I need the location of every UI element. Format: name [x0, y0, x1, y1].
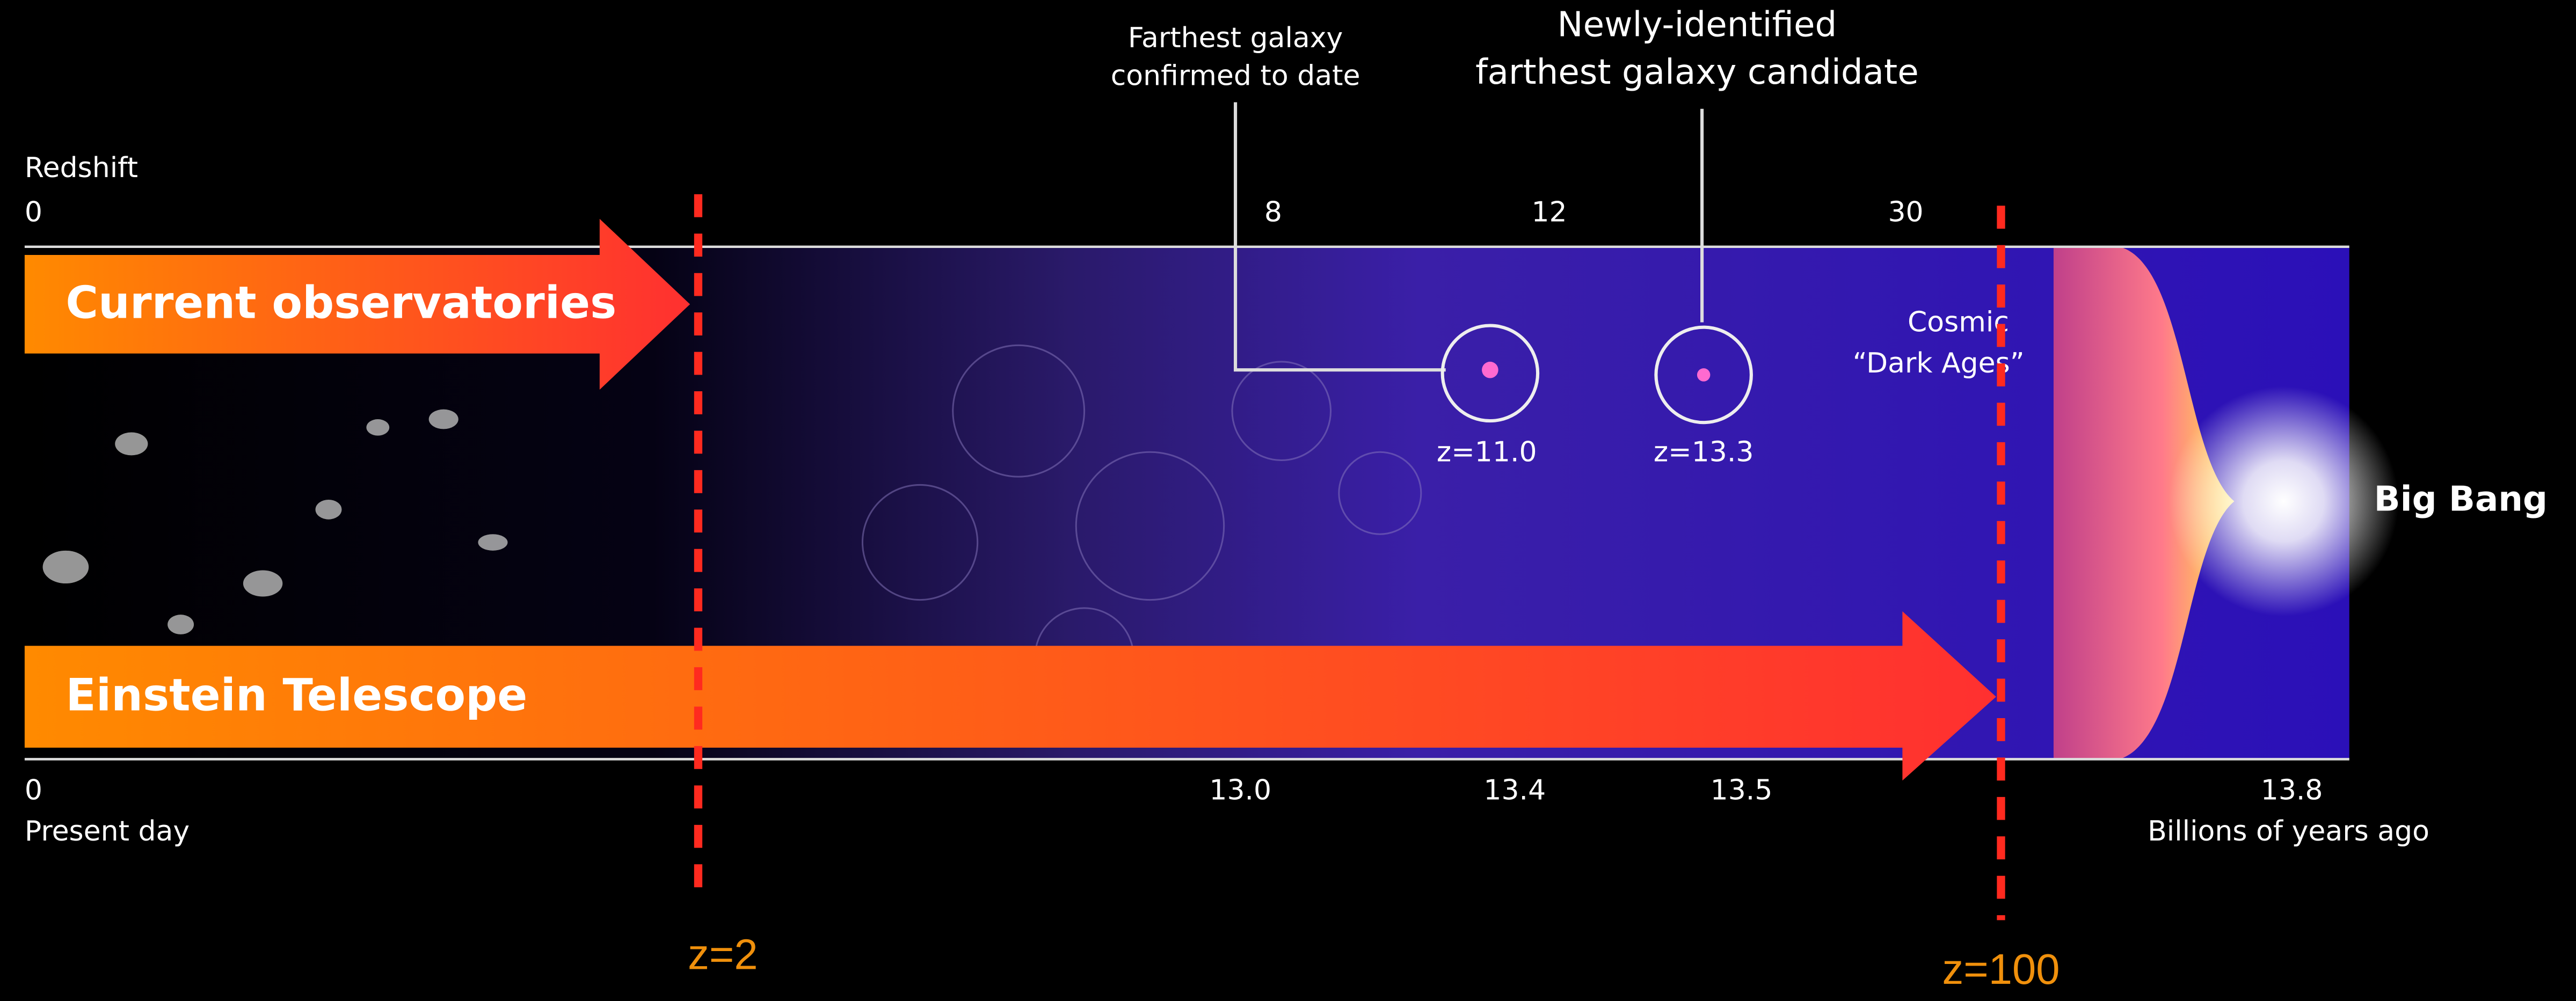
- redshift-tick: 0: [25, 196, 42, 229]
- redshift-tick: 8: [1264, 196, 1282, 229]
- marker-label: z=100: [1942, 945, 2060, 993]
- callout-line: Newly-identified: [1558, 4, 1837, 45]
- redshift-tick: 30: [1888, 196, 1923, 229]
- time-start-label: Present day: [25, 815, 190, 847]
- redshift-tick: 12: [1531, 196, 1567, 229]
- time-tick: 13.5: [1711, 775, 1773, 807]
- big-bang-glow: [2169, 386, 2398, 616]
- time-tick: 13.8: [2261, 775, 2323, 807]
- big-bang-label: Big Bang: [2374, 479, 2548, 520]
- time-tick: 0: [25, 775, 42, 807]
- galaxy-label: z=13.3: [1654, 436, 1754, 468]
- arrow-label: Current observatories: [66, 277, 616, 328]
- galaxy: [1697, 368, 1710, 381]
- dark-ages-label: Cosmic: [1908, 306, 2009, 339]
- page: Farthest galaxy confirmed to date Newly-…: [0, 0, 2576, 1001]
- time-tick: 13.4: [1483, 775, 1546, 807]
- callout-line: Farthest galaxy: [1128, 22, 1343, 54]
- callout-line: farthest galaxy candidate: [1475, 52, 1919, 92]
- galaxy-label: z=11.0: [1437, 436, 1537, 468]
- galaxy: [1482, 362, 1498, 378]
- time-tick: 13.0: [1209, 775, 1271, 807]
- time-end-label: Billions of years ago: [2148, 815, 2429, 847]
- marker-label: z=2: [688, 931, 758, 978]
- callout-line: confirmed to date: [1111, 60, 1360, 92]
- arrow-label: Einstein Telescope: [66, 670, 527, 721]
- diagram: Farthest galaxy confirmed to date Newly-…: [0, 0, 2576, 1001]
- axis-title: Redshift: [25, 152, 138, 184]
